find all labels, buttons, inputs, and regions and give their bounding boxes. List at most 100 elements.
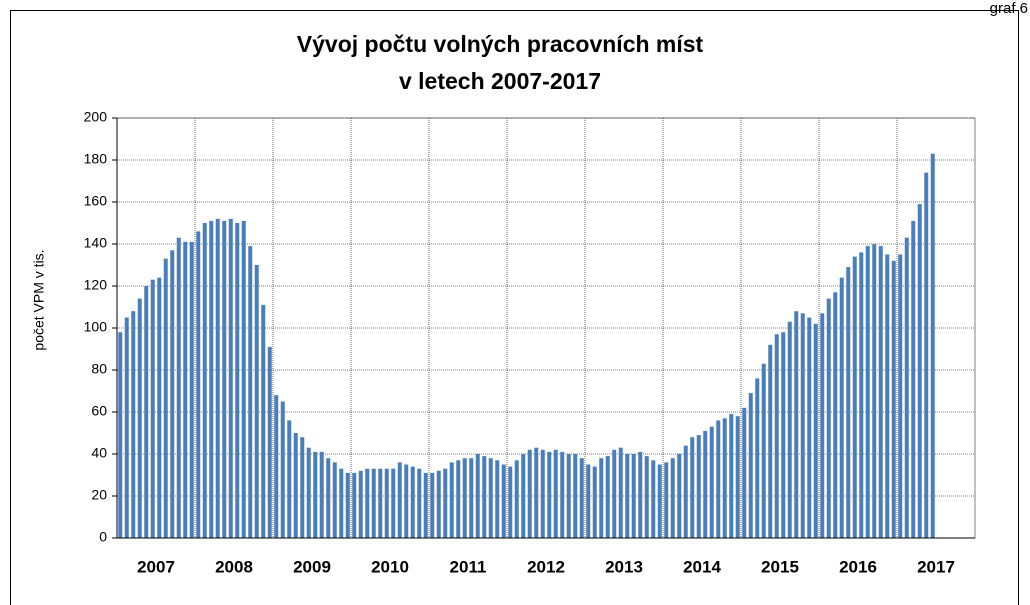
bar xyxy=(352,472,357,538)
bar xyxy=(644,456,649,538)
bar xyxy=(794,311,799,538)
bar xyxy=(729,414,734,538)
bar xyxy=(163,258,168,538)
bar xyxy=(261,304,266,538)
bar xyxy=(820,313,825,538)
x-tick-label: 2016 xyxy=(839,557,877,576)
bar xyxy=(267,346,272,538)
bar xyxy=(222,220,227,538)
bar xyxy=(345,472,350,538)
bar xyxy=(781,332,786,538)
bar xyxy=(371,468,376,538)
x-tick-label: 2013 xyxy=(605,557,643,576)
bar xyxy=(449,462,454,538)
bar xyxy=(716,420,721,538)
bar xyxy=(807,317,812,538)
bar xyxy=(917,204,922,538)
bar xyxy=(150,279,155,538)
bar xyxy=(898,254,903,538)
bar xyxy=(300,437,305,538)
bar xyxy=(482,456,487,538)
bar xyxy=(365,468,370,538)
bar xyxy=(638,451,643,538)
bar xyxy=(605,456,610,538)
bar xyxy=(768,344,773,538)
y-axis-label: počet VPM v tis. xyxy=(31,249,47,350)
y-tick-label: 40 xyxy=(91,445,107,461)
bar xyxy=(189,241,194,538)
bar xyxy=(878,246,883,538)
bar xyxy=(618,447,623,538)
bar xyxy=(137,298,142,538)
bar xyxy=(391,468,396,538)
bar xyxy=(670,458,675,538)
bar xyxy=(553,449,558,538)
bar xyxy=(930,153,935,538)
bar xyxy=(846,267,851,538)
bar xyxy=(774,334,779,538)
bar xyxy=(319,451,324,538)
bar xyxy=(592,466,597,538)
bar xyxy=(313,451,318,538)
y-tick-label: 140 xyxy=(84,235,108,251)
bar xyxy=(534,447,539,538)
bar xyxy=(287,420,292,538)
bar xyxy=(306,447,311,538)
bar xyxy=(501,464,506,538)
bar xyxy=(417,468,422,538)
bar xyxy=(235,223,240,538)
bar xyxy=(436,470,441,538)
bar xyxy=(248,246,253,538)
bar xyxy=(709,426,714,538)
bar xyxy=(527,449,532,538)
bar xyxy=(664,462,669,538)
bar xyxy=(748,393,753,538)
y-tick-label: 120 xyxy=(84,277,108,293)
bar xyxy=(358,470,363,538)
y-tick-label: 160 xyxy=(84,193,108,209)
bar xyxy=(176,237,181,538)
bar xyxy=(703,430,708,538)
bar xyxy=(131,311,136,538)
bar xyxy=(157,277,162,538)
bar xyxy=(586,464,591,538)
bar xyxy=(397,462,402,538)
bar xyxy=(813,323,818,538)
bar xyxy=(859,252,864,538)
chart-title: v letech 2007-2017 xyxy=(399,68,601,94)
x-tick-label: 2007 xyxy=(137,557,175,576)
bar xyxy=(228,218,233,539)
x-tick-label: 2014 xyxy=(683,557,721,576)
bar xyxy=(215,218,220,539)
bar xyxy=(293,433,298,538)
bar xyxy=(761,363,766,538)
chart-title: Vývoj počtu volných pracovních míst xyxy=(297,31,704,57)
bar xyxy=(696,435,701,538)
bar xyxy=(241,220,246,538)
bar xyxy=(904,237,909,538)
bar xyxy=(573,454,578,538)
bar xyxy=(443,468,448,538)
bar xyxy=(326,458,331,538)
bar xyxy=(631,454,636,538)
bar xyxy=(612,449,617,538)
bar xyxy=(742,407,747,538)
bar xyxy=(566,454,571,538)
bar xyxy=(865,246,870,538)
y-tick-label: 80 xyxy=(91,361,107,377)
bar xyxy=(469,458,474,538)
y-tick-label: 100 xyxy=(84,319,108,335)
bar xyxy=(579,458,584,538)
bar xyxy=(852,256,857,538)
bar xyxy=(274,395,279,538)
bar xyxy=(651,460,656,538)
x-tick-label: 2011 xyxy=(450,557,487,576)
bar xyxy=(384,468,389,538)
bar xyxy=(495,460,500,538)
bar xyxy=(833,292,838,538)
bar xyxy=(722,418,727,538)
bar xyxy=(475,454,480,538)
x-tick-label: 2008 xyxy=(215,557,253,576)
bar xyxy=(599,458,604,538)
x-tick-label: 2012 xyxy=(527,557,565,576)
